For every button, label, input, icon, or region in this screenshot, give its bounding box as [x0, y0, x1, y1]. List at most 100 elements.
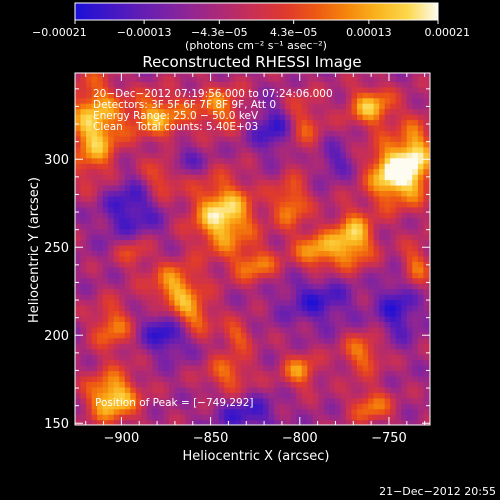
heatmap-cell: [102, 92, 109, 99]
heatmap-cell: [373, 168, 380, 175]
heatmap-cell: [390, 294, 397, 301]
heatmap-cell: [75, 403, 82, 410]
heatmap-cell: [152, 75, 159, 82]
heatmap-cell: [174, 97, 181, 104]
heatmap-cell: [285, 92, 292, 99]
heatmap-cell: [113, 103, 120, 110]
heatmap-cell: [423, 119, 430, 126]
heatmap-cell: [351, 179, 358, 186]
heatmap-cell: [135, 326, 142, 333]
heatmap-cell: [185, 168, 192, 175]
heatmap-cell: [274, 201, 281, 208]
heatmap-cell: [290, 119, 297, 126]
heatmap-cell: [268, 381, 275, 388]
heatmap-cell: [158, 245, 165, 252]
heatmap-cell: [158, 174, 165, 181]
heatmap-cell: [252, 201, 259, 208]
heatmap-cell: [329, 370, 336, 377]
heatmap-cell: [357, 239, 364, 246]
heatmap-cell: [196, 103, 203, 110]
heatmap-cell: [318, 299, 325, 306]
heatmap-cell: [196, 315, 203, 322]
heatmap-cell: [75, 195, 82, 202]
heatmap-cell: [163, 321, 170, 328]
heatmap-cell: [312, 392, 319, 399]
heatmap-cell: [318, 114, 325, 121]
heatmap-cell: [102, 179, 109, 186]
heatmap-cell: [174, 283, 181, 290]
heatmap-cell: [119, 130, 126, 137]
heatmap-cell: [141, 348, 148, 355]
heatmap-cell: [263, 130, 270, 137]
heatmap-cell: [185, 403, 192, 410]
heatmap-cell: [169, 234, 176, 241]
heatmap-cell: [86, 206, 93, 213]
heatmap-cell: [146, 365, 153, 372]
heatmap-cell: [312, 239, 319, 246]
heatmap-cell: [290, 397, 297, 404]
heatmap-cell: [80, 103, 87, 110]
heatmap-cell: [75, 365, 82, 372]
heatmap-cell: [218, 261, 225, 268]
heatmap-cell: [406, 381, 413, 388]
heatmap-cell: [113, 234, 120, 241]
heatmap-cell: [218, 234, 225, 241]
heatmap-cell: [152, 381, 159, 388]
heatmap-cell: [97, 206, 104, 213]
timestamp: 21−Dec−2012 20:55: [379, 485, 496, 498]
heatmap-cell: [417, 408, 424, 415]
heatmap-cell: [113, 190, 120, 197]
heatmap-cell: [384, 168, 391, 175]
heatmap-cell: [323, 250, 330, 257]
heatmap-cell: [296, 283, 303, 290]
heatmap-cell: [384, 381, 391, 388]
heatmap-cell: [158, 294, 165, 301]
heatmap-cell: [224, 365, 231, 372]
heatmap-cell: [169, 239, 176, 246]
heatmap-cell: [351, 348, 358, 355]
heatmap-cell: [274, 321, 281, 328]
heatmap-cell: [290, 73, 297, 77]
heatmap-cell: [218, 305, 225, 312]
heatmap-cell: [301, 81, 308, 88]
heatmap-cell: [229, 206, 236, 213]
heatmap-cell: [80, 337, 87, 344]
heatmap-cell: [329, 283, 336, 290]
heatmap-cell: [158, 386, 165, 393]
heatmap-cell: [346, 223, 353, 230]
heatmap-cell: [323, 195, 330, 202]
heatmap-cell: [130, 86, 137, 93]
heatmap-cell: [257, 86, 264, 93]
heatmap-cell: [390, 348, 397, 355]
heatmap-cell: [417, 114, 424, 121]
heatmap-cell: [340, 212, 347, 219]
heatmap-cell: [312, 343, 319, 350]
heatmap-cell: [196, 419, 203, 425]
heatmap-cell: [141, 179, 148, 186]
heatmap-cell: [119, 354, 126, 361]
heatmap-cell: [80, 212, 87, 219]
heatmap-cell: [340, 152, 347, 159]
heatmap-cell: [312, 146, 319, 153]
heatmap-cell: [301, 392, 308, 399]
heatmap-cell: [135, 163, 142, 170]
heatmap-cell: [268, 414, 275, 421]
heatmap-cell: [213, 81, 220, 88]
heatmap-cell: [368, 152, 375, 159]
heatmap-cell: [113, 141, 120, 148]
heatmap-cell: [346, 392, 353, 399]
heatmap-cell: [257, 239, 264, 246]
heatmap-cell: [130, 195, 137, 202]
heatmap-cell: [301, 272, 308, 279]
heatmap-cell: [379, 92, 386, 99]
heatmap-cell: [390, 370, 397, 377]
heatmap-cell: [406, 73, 413, 77]
heatmap-cell: [102, 381, 109, 388]
heatmap-cell: [163, 315, 170, 322]
heatmap-cell: [307, 321, 314, 328]
heatmap-cell: [135, 239, 142, 246]
heatmap-cell: [130, 108, 137, 115]
heatmap-cell: [174, 305, 181, 312]
heatmap-cell: [108, 168, 115, 175]
heatmap-cell: [285, 168, 292, 175]
